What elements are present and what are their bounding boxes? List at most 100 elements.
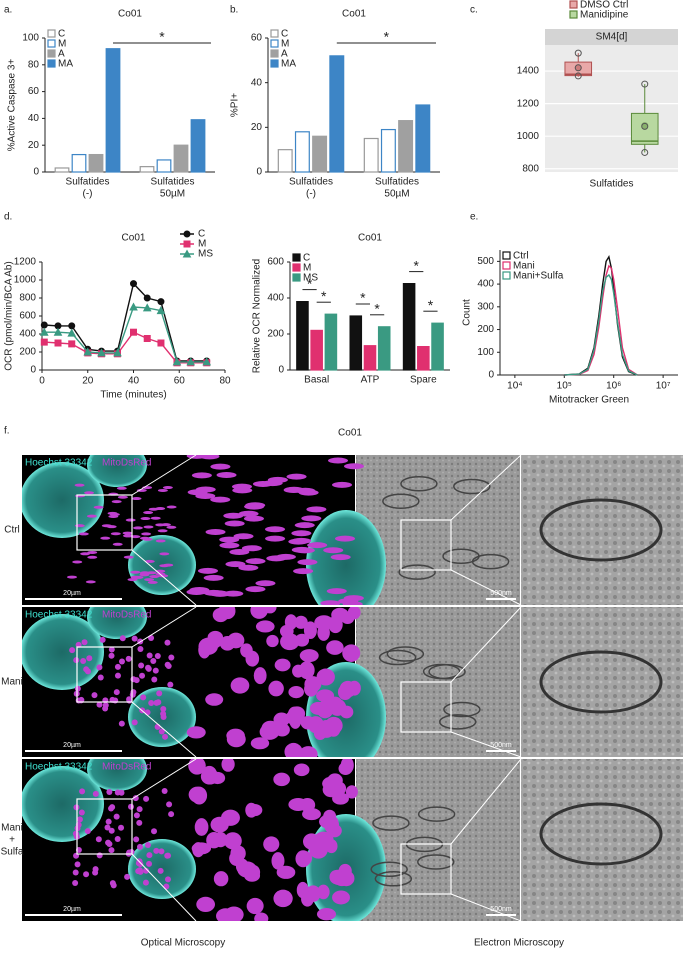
y-tick-label: 40 (28, 113, 40, 124)
y-tick-label: 800 (19, 293, 36, 304)
legend-swatch (47, 39, 56, 48)
legend-label: Mani+Sulfa (513, 271, 564, 282)
mitochondria (254, 912, 269, 921)
mitochondria (143, 795, 150, 802)
mitochondria (131, 635, 138, 642)
bar (310, 329, 323, 371)
y-tick-label: 100 (477, 347, 494, 358)
mitochondria (162, 733, 169, 740)
mitochondria (313, 726, 327, 740)
mitochondria (155, 523, 166, 527)
y-axis-label: Count (462, 299, 473, 326)
x-tick-label: 80 (219, 376, 231, 387)
mitochondria (143, 511, 154, 515)
mitochondria (95, 836, 102, 843)
mitochondrion-em (374, 871, 413, 887)
mitochondria (307, 542, 328, 549)
y-tick-label: 1200 (14, 257, 37, 268)
point (67, 328, 77, 337)
mitochondria (326, 588, 347, 595)
mitochondria (245, 586, 266, 593)
zoom-line (450, 454, 522, 521)
mitochondria (216, 908, 236, 921)
mitochondrion-em (443, 701, 481, 718)
mitochondrion-em (453, 478, 491, 495)
mitochondria (136, 806, 143, 813)
mitochondria (298, 661, 315, 680)
zoom-line (131, 701, 197, 758)
mitochondria (243, 515, 264, 522)
mitochondria (158, 848, 165, 855)
panel-label: c. (470, 5, 478, 16)
x-tick-label: 10⁵ (557, 381, 572, 392)
mitochondria (205, 693, 224, 706)
mitochondria (72, 560, 83, 564)
bar (380, 128, 396, 173)
mitochondria (142, 537, 153, 541)
legend-label: Ctrl (513, 251, 529, 262)
mitochondria (118, 789, 125, 796)
y-tick-label: 0 (488, 370, 494, 381)
mitochondria (241, 545, 262, 552)
mitochondria (109, 880, 116, 887)
mitochondria (344, 463, 365, 470)
mitochondria (72, 880, 79, 887)
mitochondria (219, 542, 240, 549)
mitochondria (284, 742, 303, 757)
bar (363, 137, 379, 173)
y-tick-label: 400 (267, 293, 284, 304)
bar (363, 345, 377, 371)
bar (417, 346, 430, 371)
scale-bar-label: 500nm (490, 742, 512, 749)
mitochondria (221, 759, 235, 772)
bar (402, 283, 416, 371)
mitochondria (130, 575, 141, 579)
bar (139, 166, 155, 173)
bar (415, 104, 431, 173)
point (574, 72, 582, 80)
mitochondria (107, 511, 118, 515)
mitochondria (328, 698, 347, 716)
zoom-line (450, 758, 522, 845)
footer-label: Electron Microscopy (474, 938, 564, 949)
mitochondria (230, 845, 246, 862)
mitochondria (110, 532, 121, 536)
mitochondria (340, 759, 354, 774)
y-tick-label: 60 (251, 33, 263, 44)
mitochondria (92, 790, 99, 797)
mitochondria (197, 567, 218, 574)
x-tick-label: 10⁶ (606, 381, 621, 392)
mitochondria (99, 636, 106, 643)
mitochondria (108, 827, 115, 834)
bar (329, 55, 345, 173)
mitochondria (237, 861, 257, 878)
x-tick-label: (-) (83, 189, 93, 200)
mitochondria (301, 515, 322, 522)
mitochondria (137, 861, 144, 868)
y-tick-label: 600 (267, 257, 284, 268)
mitochondria (155, 507, 166, 511)
mitochondria (301, 891, 314, 907)
x-axis-label: Mitotracker Green (549, 395, 629, 406)
mitochondria (168, 811, 175, 818)
bar (54, 167, 70, 173)
mitochondria (150, 657, 157, 664)
legend-swatch (502, 251, 511, 260)
bar (173, 144, 189, 173)
mitochondria (151, 676, 158, 683)
mitochondria (144, 559, 155, 563)
x-tick-label: Sulfatides (289, 177, 333, 188)
mitochondria (130, 570, 141, 574)
mitochondria (201, 765, 218, 784)
inset-box (400, 843, 452, 895)
mitochondria (143, 867, 150, 874)
mitochondria (288, 686, 304, 699)
zoom-line (131, 758, 197, 800)
mitochondria (295, 487, 316, 494)
mitochondria (210, 496, 231, 503)
mitochondria (191, 786, 208, 805)
mitochondria (155, 539, 166, 543)
point (156, 306, 166, 315)
mitochondria (246, 897, 264, 915)
